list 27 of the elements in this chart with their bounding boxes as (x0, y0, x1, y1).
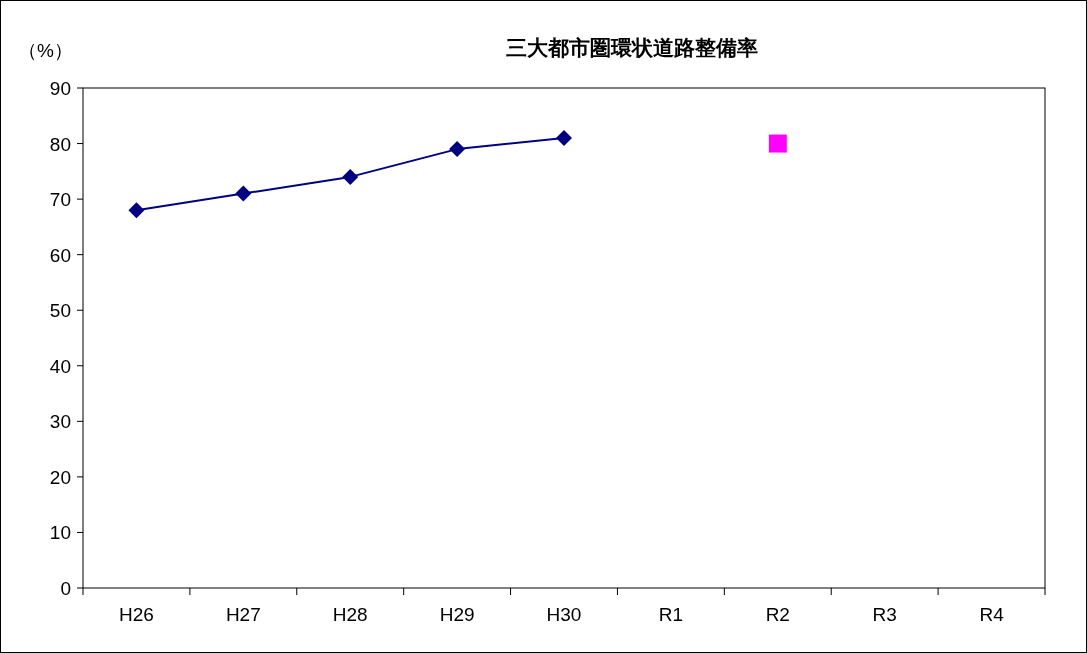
y-tick-label: 40 (49, 355, 71, 377)
x-tick-label: R4 (979, 604, 1005, 625)
y-tick-label: 0 (60, 578, 71, 599)
point (556, 130, 572, 146)
point (449, 141, 466, 158)
x-tick-label: H27 (225, 604, 261, 625)
y-tick-label: 70 (49, 189, 71, 211)
y-axis-title: （%） (18, 40, 73, 61)
x-tick-label: H28 (332, 604, 368, 625)
x-tick-label: H26 (119, 604, 154, 625)
point (342, 168, 359, 185)
y-tick-label: 50 (49, 300, 71, 322)
y-tick-label: 30 (49, 411, 71, 433)
point (235, 185, 252, 202)
x-tick-label: R1 (658, 604, 684, 625)
y-tick-label: 60 (49, 244, 71, 266)
x-tick-label: R2 (765, 604, 790, 625)
x-tick-label: R3 (872, 604, 897, 625)
y-tick-label: 90 (49, 78, 71, 99)
point (768, 134, 787, 153)
chart-title: 三大都市圏環状道路整備率 (506, 36, 758, 59)
y-tick-label: 10 (49, 522, 71, 544)
x-tick-label: H29 (439, 604, 475, 625)
point (128, 202, 145, 219)
y-tick-label: 20 (49, 466, 71, 488)
x-tick-label: H30 (546, 604, 582, 625)
y-tick-label: 80 (49, 133, 71, 155)
